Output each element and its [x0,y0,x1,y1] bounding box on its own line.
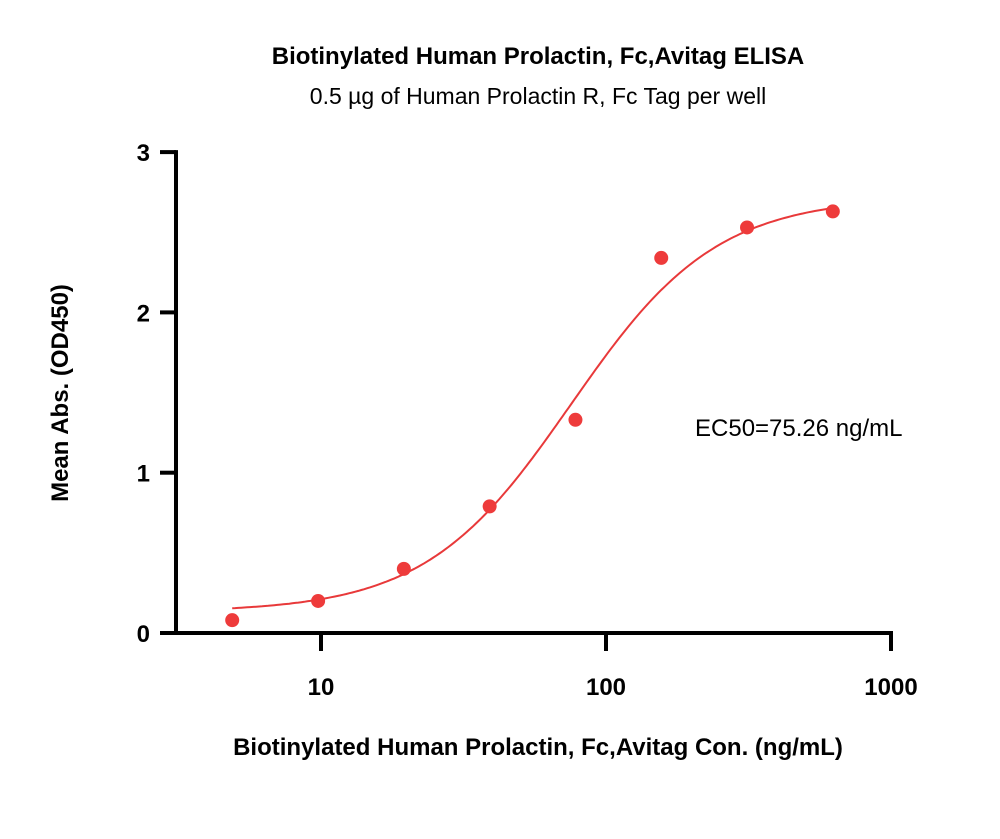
y-axis-label: Mean Abs. (OD450) [47,284,74,502]
ec50-annotation: EC50=75.26 ng/mL [695,415,902,442]
x-tick-label: 100 [586,674,626,701]
data-point [740,220,755,235]
data-point [225,613,240,628]
x-tick-label: 1000 [864,674,917,701]
x-tick-label: 10 [308,674,335,701]
data-point [568,412,583,427]
data-point [311,593,326,608]
y-tick-label: 1 [137,461,150,488]
chart-title: Biotinylated Human Prolactin, Fc,Avitag … [272,43,805,70]
y-tick-label: 2 [137,300,150,327]
data-point [482,499,497,514]
chart-subtitle: 0.5 µg of Human Prolactin R, Fc Tag per … [310,83,766,109]
data-point [396,561,411,576]
y-tick-label: 3 [137,140,150,167]
y-tick-label: 0 [137,621,150,648]
fit-curve [232,207,833,610]
x-axis-label: Biotinylated Human Prolactin, Fc,Avitag … [233,734,843,761]
data-point [654,250,669,265]
data-point [825,204,840,219]
